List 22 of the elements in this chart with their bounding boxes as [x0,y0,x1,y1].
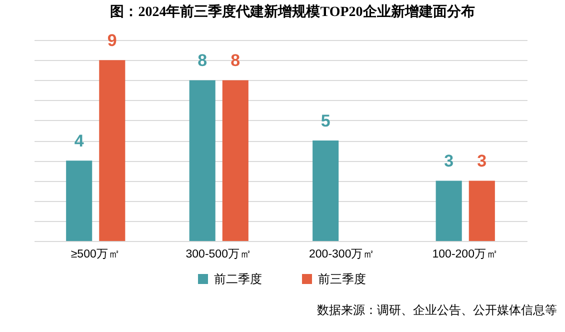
bar [189,80,216,241]
bar [312,140,339,241]
chart-title: 图：2024年前三季度代建新增规模TOP20企业新增建面分布 [110,5,475,21]
x-tick-label: 100-200万㎡ [432,248,498,260]
source-note: 数据来源：调研、企业公告、公开媒体信息等 [317,302,557,319]
data-label: 3 [444,152,454,171]
bar [99,60,126,241]
data-label: 8 [230,51,240,70]
bar [222,80,248,241]
bar [66,160,92,241]
bar [436,180,462,241]
x-tick-label: 200-300万㎡ [309,248,376,260]
data-label: 4 [74,132,84,151]
x-tick-label: 300-500万㎡ [186,248,252,260]
data-label: 9 [107,31,117,50]
bar [468,180,495,241]
legend-label: 前二季度 [214,272,262,286]
legend-label: 前三季度 [318,272,366,286]
data-label: 8 [198,51,208,70]
x-tick-label: ≥500万㎡ [70,248,120,260]
data-label: 5 [320,112,330,130]
data-label: 3 [477,152,487,171]
